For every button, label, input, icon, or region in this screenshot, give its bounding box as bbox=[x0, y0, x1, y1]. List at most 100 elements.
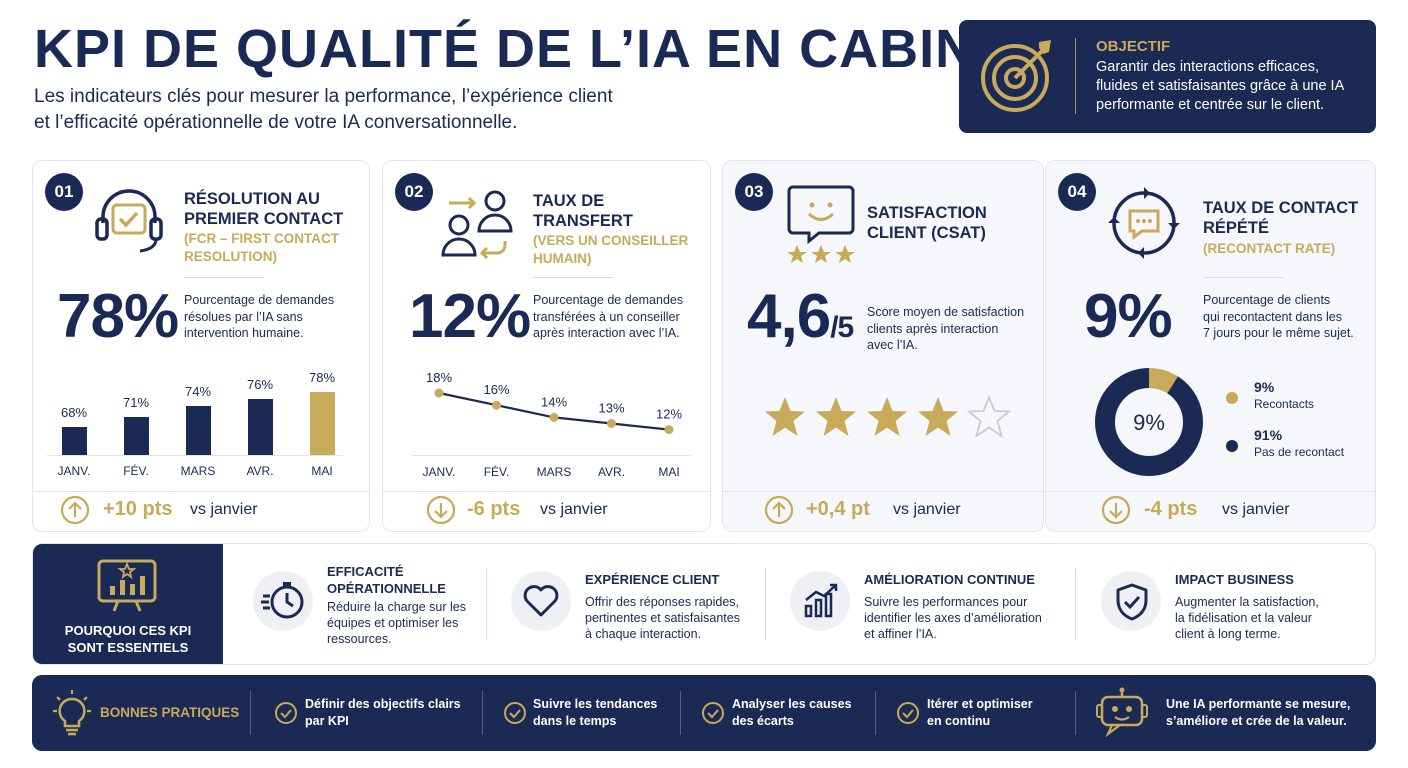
why-item-improvement: AMÉLIORATION CONTINUE Suivre les perform… bbox=[790, 544, 1060, 664]
kpi-compare: vs janvier bbox=[540, 501, 608, 518]
axis-line bbox=[47, 455, 343, 456]
bar-value-label: 78% bbox=[308, 370, 336, 385]
kpi-compare: vs janvier bbox=[190, 501, 258, 518]
star-filled-icon bbox=[918, 397, 958, 436]
kpi-value: 12% bbox=[409, 282, 531, 351]
why-item-text: Réduire la charge sur les équipes et opti… bbox=[327, 600, 466, 646]
rating-stars bbox=[763, 395, 1023, 439]
point-value-label: 13% bbox=[598, 401, 624, 416]
target-icon bbox=[981, 40, 1051, 112]
card-title: SATISFACTION CLIENT (CSAT) bbox=[867, 204, 987, 242]
chart-star-icon bbox=[97, 559, 157, 612]
data-point bbox=[664, 425, 674, 435]
card-number: 03 bbox=[735, 173, 773, 211]
bar bbox=[248, 399, 273, 455]
check-circle-icon bbox=[275, 702, 297, 724]
divider bbox=[680, 691, 681, 735]
best-practice-item: Suivre les tendances dans le temps bbox=[533, 697, 658, 728]
kpi-description: Pourcentage de clients qui recontactent d… bbox=[1203, 293, 1354, 340]
objective-label: OBJECTIF bbox=[1096, 38, 1171, 55]
bar bbox=[186, 406, 211, 455]
lightbulb-icon bbox=[53, 690, 91, 736]
bar bbox=[124, 416, 149, 455]
divider bbox=[1075, 691, 1076, 735]
x-tick-label: MARS bbox=[180, 464, 216, 478]
arrow-down-icon bbox=[426, 495, 456, 525]
x-tick-label: AVR. bbox=[246, 464, 274, 478]
kpi-delta: -6 pts bbox=[467, 498, 521, 520]
divider bbox=[875, 691, 876, 735]
kpi-description: Pourcentage de demandes transférées à un … bbox=[533, 293, 684, 340]
kpi-delta: +10 pts bbox=[103, 498, 173, 520]
card-title: TAUX DE CONTACT RÉPÉTÉ bbox=[1203, 199, 1359, 237]
kpi-card-csat: 03 SATISFACTION CLIENT (CSAT) 4,6/5 Score… bbox=[722, 160, 1044, 532]
star-filled-icon bbox=[765, 397, 805, 436]
legend-value: 9% bbox=[1254, 379, 1275, 395]
best-practices-bar: BONNES PRATIQUES Définir des objectifs c… bbox=[32, 675, 1376, 751]
data-point bbox=[434, 388, 444, 398]
point-value-label: 14% bbox=[541, 394, 567, 409]
kpi-value: 4,6/5 bbox=[747, 282, 854, 351]
heart-icon bbox=[523, 585, 559, 617]
card-subtitle: (FCR – FIRST CONTACT RESOLUTION) bbox=[184, 231, 339, 264]
why-item-customer: EXPÉRIENCE CLIENT Offrir des réponses ra… bbox=[511, 544, 761, 664]
icon-circle bbox=[1101, 571, 1161, 631]
best-practice-item: Itérer et optimiser en continu bbox=[927, 697, 1033, 728]
kpi-value: 78% bbox=[57, 282, 179, 351]
why-item-title: EXPÉRIENCE CLIENT bbox=[585, 572, 720, 587]
donut-slice bbox=[1095, 368, 1203, 476]
card-number: 01 bbox=[45, 173, 83, 211]
axis-line bbox=[411, 455, 691, 456]
objective-divider bbox=[1075, 38, 1076, 114]
data-point bbox=[549, 412, 559, 422]
star-filled-icon bbox=[816, 397, 856, 436]
donut-center-label: 9% bbox=[1133, 410, 1165, 435]
divider bbox=[33, 491, 369, 492]
best-practice-item: Définir des objectifs clairs par KPI bbox=[305, 697, 461, 728]
page-subtitle: Les indicateurs clés pour mesurer la per… bbox=[34, 86, 613, 133]
arrow-up-icon bbox=[764, 495, 794, 525]
kpi-card-transfer: 02 TAUX DE TRANSFERT (VERS UN CONSEILLER H… bbox=[382, 160, 711, 532]
divider bbox=[533, 277, 613, 278]
divider bbox=[383, 491, 710, 492]
objective-text: Garantir des interactions efficaces, flu… bbox=[1096, 59, 1344, 113]
x-tick-label: JANV. bbox=[423, 465, 456, 479]
robot-icon bbox=[1096, 687, 1148, 737]
bar bbox=[310, 392, 335, 455]
data-point bbox=[607, 419, 616, 428]
why-section: POURQUOI CES KPI SONT ESSENTIELS EFFICACI… bbox=[32, 543, 1376, 665]
why-header: POURQUOI CES KPI SONT ESSENTIELS bbox=[33, 544, 223, 664]
shield-check-icon bbox=[1116, 583, 1148, 621]
check-circle-icon bbox=[897, 702, 919, 724]
why-item-business: IMPACT BUSINESS Augmenter la satisfactio… bbox=[1101, 544, 1351, 664]
kpi-card-fcr: 01 RÉSOLUTION AU PREMIER CONTACT (FCR – F… bbox=[32, 160, 370, 532]
divider bbox=[1046, 491, 1375, 492]
bar-value-label: 68% bbox=[60, 405, 88, 420]
x-tick-label: MAI bbox=[658, 465, 679, 479]
objective-panel: OBJECTIF Garantir des interactions effic… bbox=[959, 20, 1376, 133]
divider bbox=[1203, 277, 1283, 278]
speed-clock-icon bbox=[261, 582, 304, 619]
why-item-text: Suivre les performances pour identifier l… bbox=[864, 595, 1042, 641]
star-filled-icon bbox=[867, 397, 907, 436]
card-number: 02 bbox=[395, 173, 433, 211]
x-tick-label: MARS bbox=[537, 465, 572, 479]
why-title: POURQUOI CES KPI SONT ESSENTIELS bbox=[64, 623, 192, 655]
x-tick-label: MAI bbox=[311, 464, 333, 478]
best-practices-closing: Une IA performante se mesure, s’améliore … bbox=[1166, 697, 1351, 728]
divider bbox=[723, 491, 1043, 492]
card-subtitle: (VERS UN CONSEILLER HUMAIN) bbox=[533, 233, 689, 266]
kpi-compare: vs janvier bbox=[893, 501, 961, 518]
best-practices-title: BONNES PRATIQUES bbox=[100, 705, 240, 720]
kpi-description: Pourcentage de demandes résolues par l’IA… bbox=[184, 293, 335, 340]
card-subtitle: (RECONTACT RATE) bbox=[1203, 241, 1336, 256]
star-empty-icon bbox=[967, 395, 1011, 439]
card-title: TAUX DE TRANSFERT bbox=[533, 192, 633, 230]
divider bbox=[184, 277, 264, 278]
point-value-label: 16% bbox=[483, 382, 509, 397]
page-title: KPI DE QUALITÉ DE L’IA EN CABINET bbox=[34, 19, 1047, 79]
icon-circle bbox=[511, 571, 571, 631]
why-item-text: Offrir des réponses rapides, pertinentes … bbox=[585, 595, 740, 641]
kpi-delta: +0,4 pt bbox=[806, 498, 870, 520]
check-circle-icon bbox=[504, 702, 526, 724]
